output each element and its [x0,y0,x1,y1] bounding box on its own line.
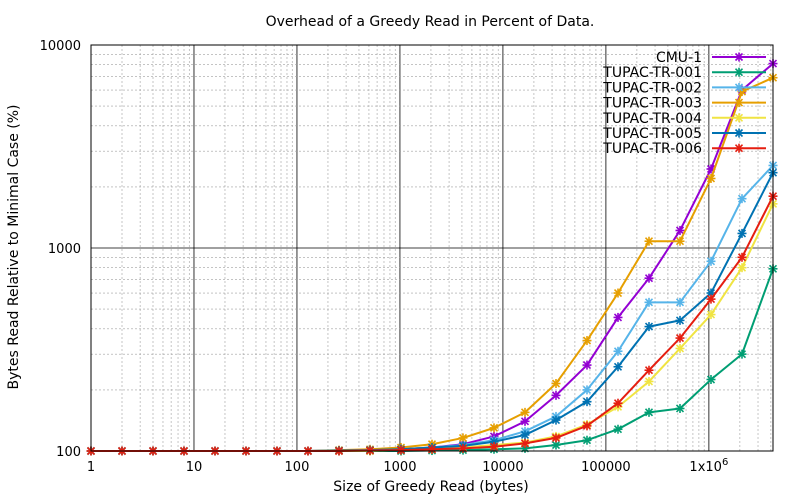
data-point [675,343,685,353]
data-point [737,252,747,262]
y-tick-label: 10000 [40,39,81,54]
data-point [520,430,530,440]
x-axis-label: Size of Greedy Read (bytes) [333,479,528,495]
data-point [613,362,623,372]
legend-label: TUPAC-TR-002 [602,80,702,96]
data-point [675,225,685,235]
y-tick-label: 100 [56,445,81,460]
legend-label: CMU-1 [656,50,702,66]
data-point [427,444,437,454]
data-point [613,288,623,298]
data-point [644,407,654,417]
data-point [675,403,685,413]
legend-label: TUPAC-TR-001 [602,65,702,81]
x-tick-label: 1000 [383,460,416,475]
legend: CMU-1TUPAC-TR-001TUPAC-TR-002TUPAC-TR-00… [602,50,766,157]
data-point [582,385,592,395]
x-tick-label: 10 [186,460,203,475]
data-point [706,310,716,320]
data-point [458,443,468,453]
data-point [582,336,592,346]
legend-item: TUPAC-TR-002 [602,80,766,96]
data-point [737,228,747,238]
legend-label: TUPAC-TR-004 [602,111,702,127]
data-point [520,416,530,426]
data-point [551,415,561,425]
data-point [675,297,685,307]
data-point [675,315,685,325]
data-point [582,397,592,407]
data-point [675,236,685,246]
legend-label: TUPAC-TR-006 [602,141,702,157]
data-point [613,346,623,356]
legend-marker [734,82,744,92]
legend-marker [734,143,744,153]
legend-marker [734,128,744,138]
data-point [613,424,623,434]
legend-item: CMU-1 [656,50,766,66]
plot-frame [90,44,774,452]
data-point [613,398,623,408]
legend-item: TUPAC-TR-006 [602,141,766,157]
legend-label: TUPAC-TR-005 [602,126,702,142]
tick-labels: 1 10 100 1000 10000 100000 1x106 100 1000 10000 [40,39,729,475]
x-tick-exponent: 6 [722,457,728,468]
data-point [644,322,654,332]
legend-item: TUPAC-TR-005 [602,126,766,142]
legend-item: TUPAC-TR-001 [602,65,766,81]
x-tick-label: 100000 [581,460,631,475]
data-point [644,376,654,386]
data-point [520,407,530,417]
data-point [706,294,716,304]
data-point [520,438,530,448]
data-point [644,273,654,283]
y-tick-label: 1000 [48,242,81,257]
data-point [706,375,716,385]
data-point [644,236,654,246]
legend-item: TUPAC-TR-003 [602,96,766,112]
data-point [675,333,685,343]
chart-title: Overhead of a Greedy Read in Percent of … [266,14,595,30]
legend-marker [734,52,744,62]
y-axis-label: Bytes Read Relative to Minimal Case (%) [6,104,22,389]
legend-marker [734,67,744,77]
data-point [489,423,499,433]
data-point [737,349,747,359]
data-point [737,263,747,273]
legend-marker [734,98,744,108]
data-point [396,445,406,455]
legend-item: TUPAC-TR-004 [602,111,766,127]
data-point [551,379,561,389]
data-point [582,360,592,370]
data-point [489,442,499,452]
data-point [644,365,654,375]
data-point [458,433,468,443]
data-point [551,433,561,443]
data-point [737,194,747,204]
data-point [706,256,716,266]
x-tick-label: 100 [285,460,310,475]
data-point [551,390,561,400]
data-point [644,297,654,307]
data-point [582,421,592,431]
data-point [706,173,716,183]
data-point [582,435,592,445]
x-tick-label: 10000 [482,460,523,475]
data-point [613,312,623,322]
legend-marker [734,113,744,123]
x-tick-label: 1 [87,460,95,475]
x-tick-label: 1x106 [689,457,728,475]
legend-label: TUPAC-TR-003 [602,96,702,112]
